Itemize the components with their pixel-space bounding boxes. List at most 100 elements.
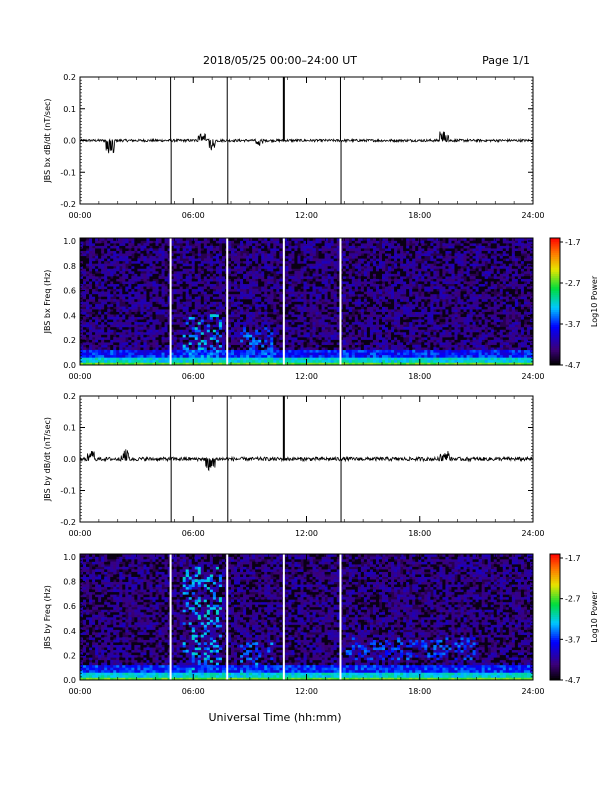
spectrogram-cell: [92, 296, 96, 300]
spectrogram-cell: [412, 288, 416, 292]
spectrogram-cell: [218, 273, 223, 277]
spectrogram-cell: [315, 359, 319, 363]
spectrogram-cell: [149, 276, 153, 279]
spectrogram-cell: [333, 250, 337, 254]
spectrogram-cell: [104, 357, 108, 361]
spectrogram-cell: [327, 357, 331, 361]
spectrogram-cell: [388, 321, 392, 325]
spectrogram-cell: [378, 357, 383, 361]
spectrogram-cell: [218, 255, 223, 259]
spectrogram-cell: [182, 334, 186, 338]
spectrogram-cell: [134, 347, 138, 351]
spectrogram-cell: [255, 304, 259, 307]
spectrogram-cell: [182, 240, 186, 244]
spectrogram-cell: [363, 260, 368, 264]
spectrogram-cell: [164, 255, 168, 259]
spectrogram-cell: [394, 258, 398, 262]
spectrogram-cell: [179, 362, 183, 366]
spectrogram-cell: [303, 248, 307, 251]
spectrogram-cell: [324, 357, 328, 361]
spectrogram-cell: [403, 238, 407, 241]
spectrogram-cell: [309, 354, 313, 358]
spectrogram-cell: [215, 306, 220, 310]
spectrogram-cell: [315, 339, 319, 343]
spectrogram-cell: [388, 354, 392, 358]
spectrogram-cell: [267, 281, 271, 285]
spectrogram-cell: [131, 309, 135, 312]
spectrogram-cell: [264, 298, 268, 302]
spectrogram-cell: [309, 362, 313, 366]
spectrogram-cell: [321, 326, 325, 330]
spectrogram-cell: [149, 288, 153, 292]
spectrogram-cell: [318, 357, 322, 361]
spectrogram-cell: [306, 314, 310, 318]
spectrogram-cell: [354, 349, 359, 353]
spectrogram-cell: [294, 354, 298, 358]
spectrogram-cell: [179, 260, 183, 264]
spectrogram-cell: [378, 331, 383, 335]
spectrogram-cell: [372, 319, 377, 323]
spectrogram-cell: [240, 342, 244, 345]
spectrogram-cell: [372, 301, 377, 305]
spectrogram-cell: [415, 296, 419, 300]
spectrogram-cell: [164, 342, 168, 345]
spectrogram-cell: [394, 243, 398, 246]
spectrogram-cell: [403, 354, 407, 358]
spectrogram-cell: [131, 354, 135, 358]
spectrogram-cell: [391, 273, 395, 277]
spectrogram-cell: [215, 359, 220, 363]
spectrogram-cell: [345, 271, 350, 274]
spectrogram-cell: [288, 342, 292, 345]
spectrogram-cell: [80, 265, 84, 269]
spectrogram-cell: [203, 271, 208, 274]
spectrogram-cell: [95, 344, 99, 348]
spectrogram-cell: [348, 273, 353, 277]
spectrogram-cell: [297, 309, 301, 312]
spectrogram-cell: [131, 311, 135, 315]
spectrogram-cell: [110, 331, 114, 335]
spectrogram-cell: [176, 245, 180, 249]
spectrogram-cell: [119, 314, 123, 318]
spectrogram-cell: [237, 326, 241, 330]
spectrogram-cell: [218, 260, 223, 264]
spectrogram-cell: [366, 288, 371, 292]
spectrogram-cell: [227, 260, 232, 264]
spectrogram-cell: [149, 316, 153, 320]
spectrogram-cell: [312, 324, 316, 328]
spectrogram-cell: [391, 326, 395, 330]
spectrogram-cell: [158, 268, 162, 272]
spectrogram-cell: [107, 245, 111, 249]
spectrogram-cell: [194, 276, 199, 279]
spectrogram-cell: [119, 334, 123, 338]
spectrogram-cell: [354, 298, 359, 302]
spectrogram-cell: [291, 255, 295, 259]
spectrogram-cell: [252, 283, 256, 287]
spectrogram-cell: [243, 357, 247, 361]
spectrogram-cell: [306, 255, 310, 259]
spectrogram-cell: [161, 357, 165, 361]
spectrogram-cell: [324, 255, 328, 259]
spectrogram-cell: [415, 337, 419, 340]
spectrogram-cell: [369, 255, 374, 259]
spectrogram-cell: [409, 339, 413, 343]
spectrogram-cell: [291, 301, 295, 305]
spectrogram-cell: [369, 258, 374, 262]
spectrogram-cell: [194, 319, 199, 323]
spectrogram-cell: [412, 329, 416, 333]
spectrogram-cell: [412, 306, 416, 310]
spectrogram-cell: [366, 324, 371, 328]
spectrogram-cell: [415, 298, 419, 302]
spectrogram-cell: [237, 291, 241, 295]
spectrogram-cell: [212, 324, 217, 328]
spectrogram-cell: [227, 344, 232, 348]
spectrogram-cell: [409, 283, 413, 287]
spectrogram-cell: [158, 291, 162, 295]
spectrogram-cell: [240, 296, 244, 300]
spectrogram-cell: [170, 278, 174, 282]
spectrogram-cell: [300, 347, 304, 351]
spectrogram-cell: [176, 263, 180, 267]
spectrogram-cell: [309, 329, 313, 333]
spectrogram-cell: [113, 304, 117, 307]
spectrogram-cell: [409, 263, 413, 267]
spectrogram-cell: [318, 319, 322, 323]
